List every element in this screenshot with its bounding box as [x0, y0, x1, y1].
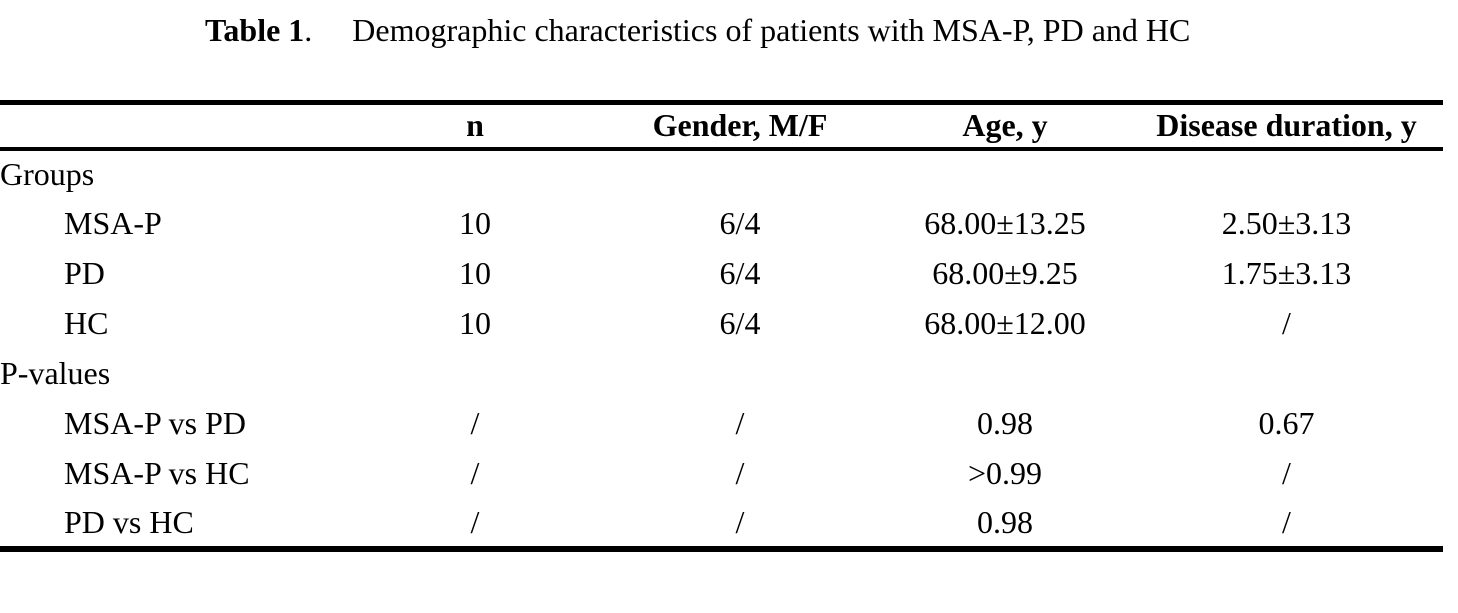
cell-duration: 2.50±3.13	[1221, 205, 1352, 241]
cell-gender: /	[735, 405, 745, 441]
row-label: PD	[64, 255, 105, 291]
row-label: P-values	[0, 355, 111, 391]
table-title: Table 1. Demographic characteristics of p…	[205, 10, 1190, 50]
cell-n: /	[470, 405, 480, 441]
column-header-gender: Gender, M/F	[652, 107, 828, 144]
cell-age: >0.99	[967, 455, 1043, 491]
cell-age: 0.98	[977, 405, 1033, 441]
cell-duration: /	[1282, 455, 1291, 491]
table-row-pd: PD 10 6/4 68.00±9.25 1.75±3.13	[0, 249, 1443, 299]
row-label: Groups	[0, 156, 95, 192]
table-row-msap-vs-pd: MSA-P vs PD / / 0.98 0.67	[0, 399, 1443, 449]
table-row-groups-section: Groups	[0, 149, 1443, 199]
row-label: MSA-P	[64, 205, 162, 241]
column-header-label	[0, 103, 350, 149]
cell-gender	[600, 349, 880, 399]
cell-gender: 6/4	[719, 305, 761, 341]
cell-n	[350, 149, 600, 199]
cell-gender	[600, 149, 880, 199]
demographics-table: n Gender, M/F Age, y Disease duration, y…	[0, 100, 1443, 552]
cell-gender: 6/4	[719, 255, 761, 291]
cell-n: 10	[459, 205, 491, 241]
header-row: n Gender, M/F Age, y Disease duration, y	[0, 103, 1443, 149]
cell-duration: 0.67	[1258, 405, 1315, 441]
table-row-pd-vs-hc: PD vs HC / / 0.98 /	[0, 499, 1443, 549]
row-label: PD vs HC	[64, 503, 194, 540]
table-row-hc: HC 10 6/4 68.00±12.00 /	[0, 299, 1443, 349]
cell-n	[350, 349, 600, 399]
table-title-number: Table 1	[205, 12, 305, 48]
cell-age: 68.00±12.00	[924, 305, 1086, 341]
row-label: MSA-P vs PD	[64, 405, 246, 441]
cell-age: 68.00±13.25	[924, 205, 1086, 241]
cell-gender: /	[735, 455, 745, 491]
cell-age: 0.98	[977, 503, 1033, 540]
cell-gender: /	[735, 503, 745, 540]
cell-duration: 1.75±3.13	[1221, 255, 1352, 291]
cell-age: 68.00±9.25	[932, 255, 1078, 291]
row-label: HC	[64, 305, 109, 341]
column-header-duration: Disease duration, y	[1156, 107, 1417, 144]
cell-duration	[1130, 349, 1443, 399]
table-row-msap: MSA-P 10 6/4 68.00±13.25 2.50±3.13	[0, 199, 1443, 249]
table-title-separator: .	[304, 12, 313, 48]
table-title-text: Demographic characteristics of patients …	[352, 12, 1191, 48]
table-row-msap-vs-hc: MSA-P vs HC / / >0.99 /	[0, 449, 1443, 499]
cell-n: 10	[459, 305, 491, 341]
row-label: MSA-P vs HC	[64, 455, 250, 491]
cell-age	[880, 149, 1130, 199]
cell-duration	[1130, 149, 1443, 199]
column-header-age: Age, y	[962, 107, 1048, 144]
cell-n: /	[470, 503, 480, 540]
cell-age	[880, 349, 1130, 399]
cell-gender: 6/4	[719, 205, 761, 241]
cell-duration: /	[1282, 503, 1291, 540]
column-header-n: n	[466, 107, 484, 144]
cell-n: /	[470, 455, 480, 491]
cell-n: 10	[459, 255, 491, 291]
table-row-pvalues-section: P-values	[0, 349, 1443, 399]
demographics-table-wrap: n Gender, M/F Age, y Disease duration, y…	[0, 100, 1443, 552]
cell-duration: /	[1282, 305, 1291, 341]
